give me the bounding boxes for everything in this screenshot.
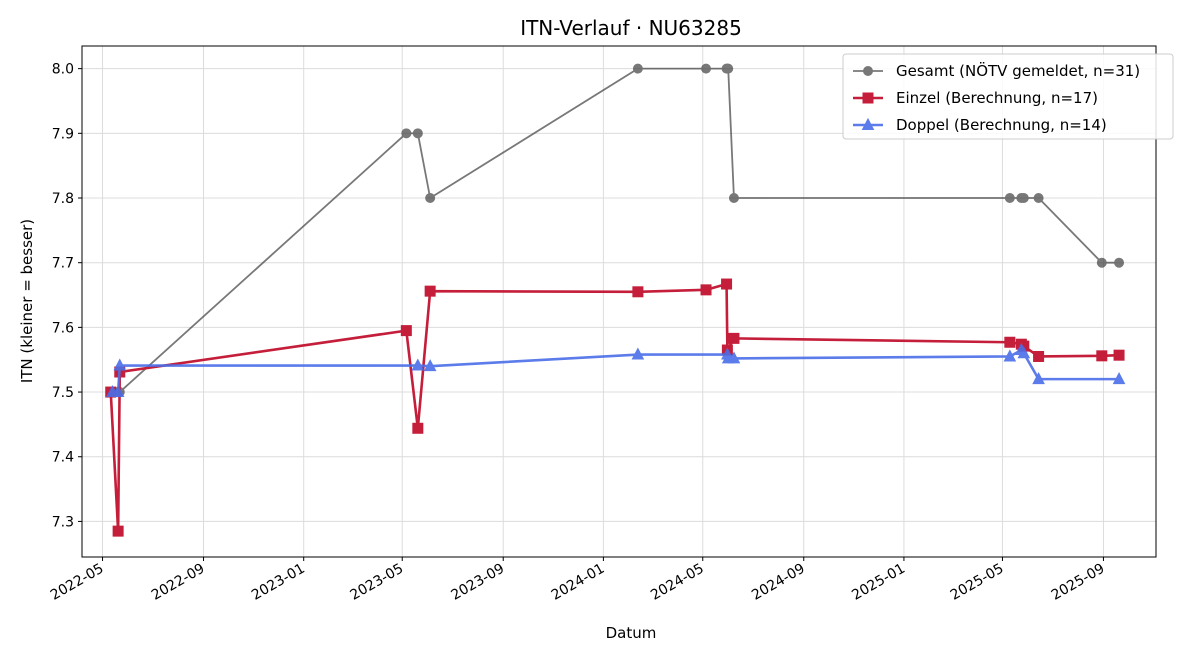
- data-point-doppel: [631, 347, 645, 360]
- y-tick-label: 7.7: [52, 256, 74, 272]
- x-tick-label: 2025-05: [948, 561, 1007, 604]
- data-point-doppel: [1112, 372, 1126, 385]
- data-point-gesamt: [412, 128, 423, 139]
- data-point-einzel: [1033, 350, 1045, 362]
- series-line-einzel: [109, 282, 1120, 533]
- data-point-gesamt: [1018, 193, 1029, 204]
- data-point-gesamt: [701, 63, 712, 74]
- x-tick-label: 2022-09: [149, 561, 208, 604]
- x-tick-label: 2023-09: [449, 561, 508, 604]
- data-point-gesamt: [1033, 193, 1044, 204]
- x-axis-label: Datum: [606, 624, 657, 642]
- legend: Gesamt (NÖTV gemeldet, n=31) Einzel (Bere…: [842, 53, 1174, 140]
- legend-label: Gesamt (NÖTV gemeldet, n=31): [896, 61, 1140, 80]
- plot-area: [81, 45, 1157, 558]
- x-tick-label: 2025-09: [1049, 561, 1108, 604]
- data-point-gesamt: [1004, 193, 1015, 204]
- data-point-einzel: [1113, 349, 1125, 361]
- y-tick-label: 7.9: [52, 126, 74, 142]
- data-point-gesamt: [723, 63, 734, 74]
- data-point-einzel: [728, 332, 740, 344]
- data-point-doppel: [411, 358, 425, 371]
- x-tick-label: 2025-01: [849, 561, 908, 604]
- data-point-doppel: [111, 384, 125, 398]
- data-point-gesamt: [425, 193, 436, 204]
- legend-entry-einzel: [853, 92, 883, 104]
- legend-label: Einzel (Berechnung, n=17): [896, 89, 1098, 107]
- data-point-einzel: [424, 285, 436, 297]
- y-tick-label: 8.0: [52, 62, 74, 78]
- y-axis-label: ITN (kleiner = besser): [18, 219, 36, 383]
- legend-entry-doppel: [853, 117, 883, 130]
- data-point-doppel: [1032, 372, 1045, 385]
- data-point-einzel: [721, 278, 733, 290]
- legend-label: Doppel (Berechnung, n=14): [896, 116, 1107, 134]
- plot-series: [105, 63, 1126, 537]
- y-tick-label: 7.5: [52, 385, 74, 401]
- data-point-einzel: [112, 525, 124, 537]
- x-tick-label: 2024-05: [648, 561, 707, 604]
- data-point-gesamt: [632, 63, 643, 74]
- series-line-doppel: [112, 348, 1120, 394]
- y-tick-label: 7.6: [52, 320, 74, 336]
- x-tick-label: 2023-05: [348, 561, 407, 604]
- data-point-einzel: [1004, 336, 1016, 348]
- y-tick-label: 7.3: [52, 514, 74, 530]
- legend-marker: [863, 66, 873, 76]
- data-point-doppel: [423, 359, 437, 372]
- x-tick-label: 2023-01: [249, 561, 308, 604]
- axis-ticks: 7.3 7.4 7.5 7.6 7.7 7.8 7.9 8.0 2022-05 2022-09 20…: [48, 62, 1108, 604]
- x-tick-label: 2024-09: [749, 561, 808, 604]
- data-point-einzel: [400, 325, 412, 337]
- data-point-einzel: [412, 422, 424, 434]
- legend-marker: [862, 92, 874, 104]
- data-point-einzel: [632, 286, 644, 298]
- y-tick-label: 7.8: [52, 191, 74, 207]
- data-point-doppel: [113, 358, 127, 371]
- legend-marker: [861, 117, 875, 130]
- data-point-gesamt: [1096, 257, 1107, 268]
- data-point-gesamt: [728, 193, 739, 204]
- data-point-gesamt: [1114, 257, 1125, 268]
- legend-entry-gesamt: [853, 66, 883, 76]
- x-tick-label: 2022-05: [48, 561, 107, 604]
- data-point-einzel: [1096, 350, 1108, 362]
- legend-box: [842, 53, 1174, 140]
- y-tick-label: 7.4: [52, 450, 74, 466]
- data-point-doppel: [1017, 346, 1031, 359]
- chart-title: ITN-Verlauf · NU63285: [520, 16, 742, 40]
- data-point-doppel: [1003, 349, 1017, 362]
- x-tick-label: 2024-01: [549, 561, 608, 604]
- data-point-doppel: [727, 351, 741, 364]
- data-point-einzel: [700, 284, 712, 296]
- series-einzel: [105, 278, 1125, 537]
- data-point-gesamt: [401, 128, 412, 139]
- series-doppel: [106, 342, 1126, 398]
